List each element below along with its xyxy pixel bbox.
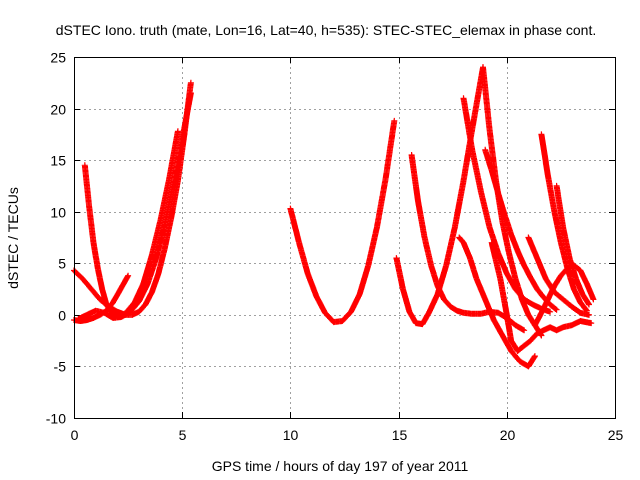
series-markers <box>488 239 595 354</box>
series-15 <box>531 262 597 329</box>
series-5 <box>287 117 398 326</box>
y-tick-label: 0 <box>58 308 66 324</box>
series-16 <box>553 182 592 308</box>
ticks: 0 5 10 15 20 25 -10 -5 0 5 10 15 20 25 <box>46 50 624 444</box>
series-markers <box>553 182 592 308</box>
plot-frame <box>74 57 616 419</box>
series-4 <box>75 90 194 322</box>
series-13 <box>538 131 590 314</box>
series-9 <box>460 95 554 315</box>
series-12 <box>488 239 595 354</box>
x-tick-label: 20 <box>500 427 516 443</box>
x-tick-label: 10 <box>283 427 299 443</box>
y-tick-label: 20 <box>50 102 66 118</box>
y-tick-label: 25 <box>50 50 66 66</box>
series-markers <box>75 90 194 322</box>
series-markers <box>287 117 398 326</box>
series-markers <box>531 262 597 329</box>
x-axis-label: GPS time / hours of day 197 of year 2011 <box>212 458 469 474</box>
x-tick-label: 25 <box>608 427 624 443</box>
series-markers <box>480 64 545 339</box>
y-tick-label: -5 <box>54 359 67 375</box>
y-tick-label: -10 <box>46 411 66 427</box>
y-tick-label: 10 <box>50 205 66 221</box>
y-tick-label: 5 <box>58 256 66 272</box>
chart-title: dSTEC Iono. truth (mate, Lon=16, Lat=40,… <box>56 22 596 38</box>
series-layer <box>71 64 597 370</box>
series-markers <box>460 95 554 315</box>
series-11 <box>482 146 560 313</box>
series-markers <box>456 234 538 370</box>
series-8 <box>456 234 538 370</box>
series-7 <box>408 152 528 334</box>
series-10 <box>480 64 545 339</box>
x-tick-label: 0 <box>71 427 79 443</box>
y-axis-label: dSTEC / TECUs <box>5 187 21 289</box>
y-tick-label: 15 <box>50 153 66 169</box>
series-markers <box>482 146 560 313</box>
series-markers <box>408 152 528 334</box>
x-tick-label: 15 <box>392 427 408 443</box>
x-tick-label: 5 <box>179 427 187 443</box>
series-markers <box>538 131 590 314</box>
